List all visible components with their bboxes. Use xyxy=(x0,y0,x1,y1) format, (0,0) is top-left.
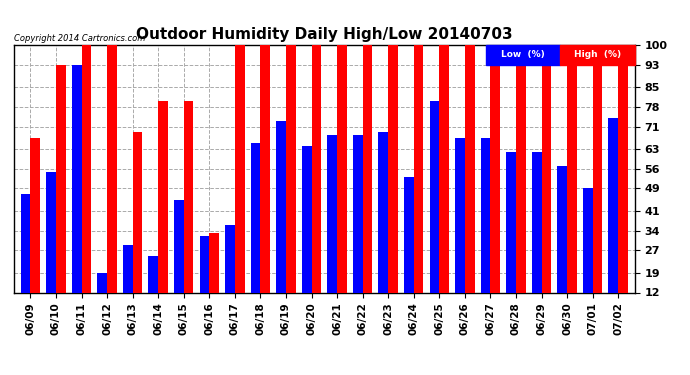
Bar xyxy=(158,101,168,326)
Bar xyxy=(209,233,219,326)
Bar xyxy=(199,236,209,326)
Bar xyxy=(542,59,551,326)
Bar xyxy=(123,245,132,326)
Bar xyxy=(593,45,602,326)
Bar xyxy=(337,45,347,326)
Bar xyxy=(235,45,244,326)
Bar xyxy=(516,59,526,326)
Bar xyxy=(465,45,475,326)
Bar xyxy=(430,101,440,326)
Bar xyxy=(491,56,500,326)
Bar xyxy=(72,64,81,326)
Bar xyxy=(567,48,577,326)
Bar xyxy=(132,132,142,326)
Bar xyxy=(440,45,449,326)
Bar xyxy=(379,132,388,326)
Bar xyxy=(327,135,337,326)
Bar xyxy=(276,121,286,326)
Bar xyxy=(107,45,117,326)
Bar xyxy=(486,45,560,65)
Bar xyxy=(260,45,270,326)
Bar xyxy=(56,64,66,326)
Text: Low  (%): Low (%) xyxy=(501,50,545,59)
Bar xyxy=(481,138,491,326)
Bar xyxy=(404,177,414,326)
Bar xyxy=(225,225,235,326)
Bar xyxy=(250,144,260,326)
Bar xyxy=(30,138,40,326)
Text: Copyright 2014 Cartronics.com: Copyright 2014 Cartronics.com xyxy=(14,33,145,42)
Bar xyxy=(618,64,628,326)
Bar xyxy=(532,152,542,326)
Bar xyxy=(81,45,91,326)
Bar xyxy=(455,138,465,326)
Bar xyxy=(560,45,635,65)
Bar xyxy=(302,146,311,326)
Bar xyxy=(363,45,373,326)
Bar xyxy=(311,45,322,326)
Bar xyxy=(21,194,30,326)
Bar xyxy=(286,45,296,326)
Bar xyxy=(583,188,593,326)
Bar xyxy=(184,101,193,326)
Bar xyxy=(388,45,398,326)
Bar xyxy=(353,135,363,326)
Bar xyxy=(174,200,184,326)
Bar xyxy=(46,172,56,326)
Bar xyxy=(148,256,158,326)
Title: Outdoor Humidity Daily High/Low 20140703: Outdoor Humidity Daily High/Low 20140703 xyxy=(136,27,513,42)
Bar xyxy=(97,273,107,326)
Bar xyxy=(609,118,618,326)
Text: High  (%): High (%) xyxy=(574,50,621,59)
Bar xyxy=(506,152,516,326)
Bar xyxy=(414,45,424,326)
Bar xyxy=(558,166,567,326)
